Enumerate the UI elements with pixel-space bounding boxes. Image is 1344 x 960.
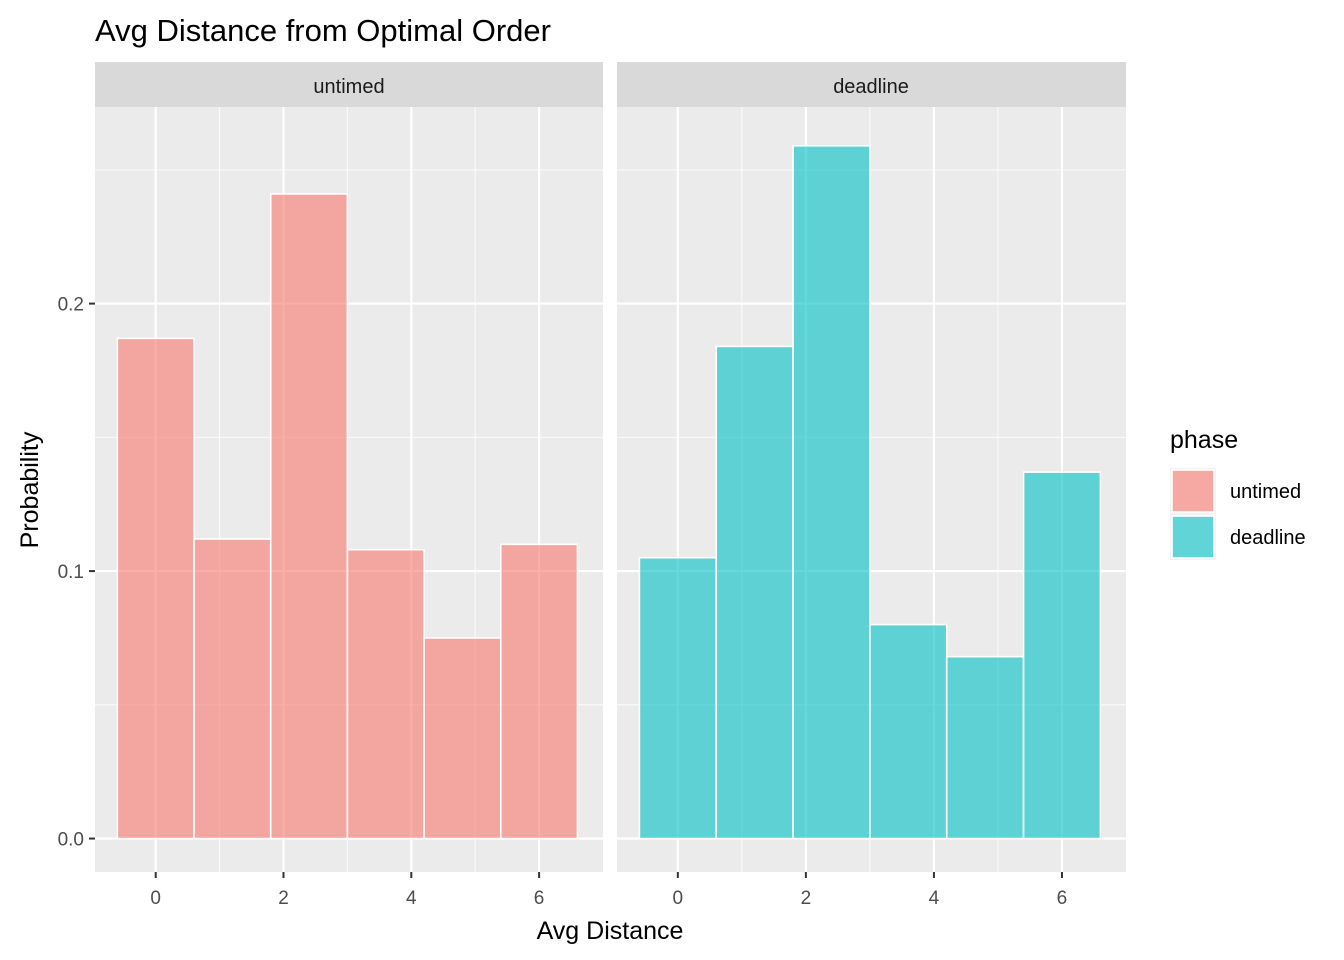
x-tick-label: 6	[1057, 888, 1068, 909]
bar-untimed-4	[423, 637, 502, 840]
bar-untimed-0	[116, 337, 195, 840]
bar-deadline-0	[638, 556, 718, 840]
legend: phase untimed deadline	[1170, 426, 1306, 560]
y-axis-title: Probability	[16, 431, 44, 548]
legend-keys: untimed deadline	[1170, 468, 1306, 560]
bar-untimed-3	[346, 548, 425, 840]
x-tick-label: 0	[150, 888, 161, 909]
legend-label-untimed: untimed	[1230, 481, 1301, 503]
x-tick-label: 4	[406, 888, 417, 909]
strip-deadline	[617, 62, 1126, 107]
legend-label-deadline: deadline	[1230, 527, 1306, 549]
facet-panel-untimed: untimed	[95, 62, 603, 872]
x-tick-label: 4	[929, 888, 940, 909]
bar-untimed-2	[269, 193, 349, 840]
facet-panel-deadline: deadline	[617, 62, 1126, 872]
y-tick-label: 0.1	[58, 562, 84, 583]
legend-key-untimed	[1171, 469, 1215, 513]
strip-label-deadline: deadline	[833, 76, 909, 98]
bar-deadline-4	[945, 655, 1025, 840]
strip-label-untimed: untimed	[313, 76, 384, 98]
bars-deadline	[638, 144, 1102, 840]
bar-untimed-5	[499, 543, 579, 840]
bar-deadline-5	[1022, 471, 1102, 840]
bar-deadline-2	[792, 144, 871, 840]
x-axis-untimed: 0 2 4 6	[150, 872, 544, 909]
strip-untimed	[95, 62, 603, 107]
y-axis: 0.0 0.1 0.2	[58, 295, 95, 851]
legend-key-deadline	[1171, 515, 1215, 559]
x-tick-label: 2	[801, 888, 812, 909]
x-tick-label: 6	[534, 888, 545, 909]
chart-title: Avg Distance from Optimal Order	[95, 13, 551, 48]
y-tick-label: 0.0	[58, 830, 84, 851]
x-tick-label: 2	[278, 888, 289, 909]
bar-untimed-1	[193, 538, 272, 840]
bar-deadline-1	[715, 345, 794, 840]
y-tick-label: 0.2	[58, 295, 84, 316]
bars-untimed	[116, 193, 579, 840]
x-axis-deadline: 0 2 4 6	[673, 872, 1068, 909]
legend-title: phase	[1170, 426, 1238, 454]
bar-deadline-3	[869, 623, 948, 840]
x-axis-title: Avg Distance	[537, 917, 684, 945]
x-tick-label: 0	[673, 888, 684, 909]
